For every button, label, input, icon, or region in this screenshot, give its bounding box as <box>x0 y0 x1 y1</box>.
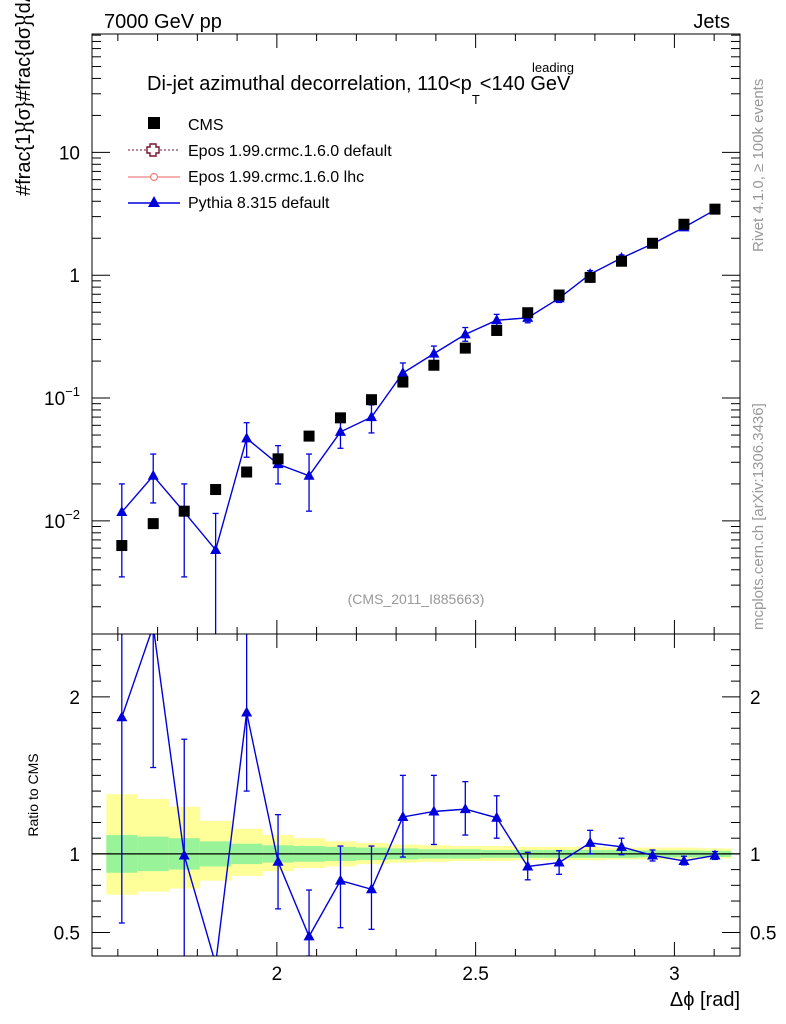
ratio-point <box>522 860 534 871</box>
ratio-point <box>647 849 659 860</box>
legend-marker-epos-default <box>146 143 160 157</box>
pythia-point <box>147 469 159 480</box>
legend-marker-epos-lhc <box>149 172 159 182</box>
cms-point <box>584 271 596 283</box>
rivet-label: Rivet 4.1.0, ≥ 100k events <box>750 79 767 252</box>
legend-marker-pythia <box>148 196 160 207</box>
ratio-point <box>678 854 690 865</box>
cms-point <box>210 484 222 496</box>
cms-point <box>303 430 315 442</box>
analysis-tag: (CMS_2011_I885663) <box>348 591 485 607</box>
ratio-point <box>148 620 159 630</box>
y-tick-label: 10−1 <box>44 384 80 410</box>
ratio-point <box>616 840 628 851</box>
ratio-ticks: 2 2.5 3 0.5 0.5 1 1 2 2 <box>54 633 776 985</box>
header-left: 7000 GeV pp <box>104 11 222 33</box>
ratio-marks <box>116 620 721 968</box>
x-tick-label: 3 <box>669 964 680 985</box>
ratio-point <box>709 849 721 860</box>
title-end: <140 GeV <box>480 73 571 95</box>
pythia-point <box>459 328 471 339</box>
ratio-point <box>116 711 128 722</box>
pythia-point <box>241 432 253 443</box>
cms-point <box>397 376 409 388</box>
ratio-point <box>553 856 565 867</box>
cms-point <box>647 237 659 249</box>
pythia-point <box>116 506 128 517</box>
legend-marker-cms <box>148 117 160 129</box>
site-label: mcplots.cern.ch [arXiv:1306.3436] <box>750 403 767 630</box>
cms-point <box>491 324 503 336</box>
ratio-point <box>365 883 377 894</box>
ratio-y-tick-label-left: 0.5 <box>54 923 80 944</box>
pythia-point <box>428 347 440 358</box>
legend-label-epos-default: Epos 1.99.crmc.1.6.0 default <box>188 143 392 160</box>
ratio-point <box>241 706 253 717</box>
pythia-point <box>365 411 377 422</box>
ratio-point <box>397 810 409 821</box>
ratio-point <box>459 803 471 814</box>
cms-point <box>522 307 534 319</box>
main-ticks: 10−2 10−1 1 10 <box>44 34 740 634</box>
x-tick-label: 2 <box>272 964 283 985</box>
ratio-ylabel: Ratio to CMS <box>25 753 41 836</box>
ratio-point <box>272 855 284 866</box>
ratio-point <box>210 958 221 968</box>
plot-title: Di-jet azimuthal decorrelation, 110<pT<1… <box>147 73 571 107</box>
y-tick-label: 1 <box>69 266 80 287</box>
pythia-point <box>491 314 503 325</box>
legend-label-epos-lhc: Epos 1.99.crmc.1.6.0 lhc <box>188 169 364 186</box>
main-marks <box>116 203 721 634</box>
ratio-point <box>428 805 440 816</box>
x-tick-label: 2.5 <box>462 964 488 985</box>
title-sub: T <box>472 92 480 107</box>
ratio-point <box>334 874 346 885</box>
title-main: Di-jet azimuthal decorrelation, 110<p <box>147 73 472 95</box>
legend-label-pythia: Pythia 8.315 default <box>188 195 330 212</box>
ratio-point <box>178 849 190 860</box>
title-sup: leading <box>532 60 574 75</box>
pythia-point <box>210 543 222 554</box>
cms-point <box>365 394 377 406</box>
cms-point <box>147 518 159 530</box>
pythia-point <box>397 366 409 377</box>
cms-point <box>272 453 284 465</box>
ratio-frame <box>91 633 741 957</box>
pythia-point <box>334 425 346 436</box>
ratio-y-tick-label-right: 0.5 <box>750 923 776 944</box>
ratio-point <box>584 836 596 847</box>
cms-point <box>459 342 471 354</box>
ratio-point <box>303 930 315 941</box>
ratio-bands <box>92 794 740 895</box>
main-ylabel: #frac{1}{σ}#frac{dσ}{dΔϕ} [rad-1] <box>11 0 35 196</box>
y-tick-label: 10 <box>59 143 80 164</box>
ratio-y-tick-label-left: 1 <box>69 845 80 866</box>
cms-point <box>553 289 565 301</box>
ratio-point <box>491 811 503 822</box>
cms-point <box>241 466 253 478</box>
legend-label-cms: CMS <box>188 117 224 134</box>
header-right: Jets <box>693 11 730 33</box>
cms-point <box>116 540 128 552</box>
cms-point <box>616 255 628 267</box>
cms-point <box>709 203 721 215</box>
y-tick-label: 10−2 <box>44 507 80 533</box>
ratio-y-tick-label-right: 2 <box>750 688 761 709</box>
cms-point <box>178 505 190 517</box>
ratio-y-tick-label-right: 1 <box>750 845 761 866</box>
legend: CMS Epos 1.99.crmc.1.6.0 default Epos 1.… <box>128 117 392 212</box>
cms-point <box>678 218 690 230</box>
cms-point <box>334 412 346 424</box>
ratio-line <box>121 634 716 956</box>
cms-point <box>428 359 440 371</box>
pythia-point <box>303 469 315 480</box>
x-axis-label: Δϕ [rad] <box>670 989 740 1011</box>
ratio-y-tick-label-left: 2 <box>69 688 80 709</box>
